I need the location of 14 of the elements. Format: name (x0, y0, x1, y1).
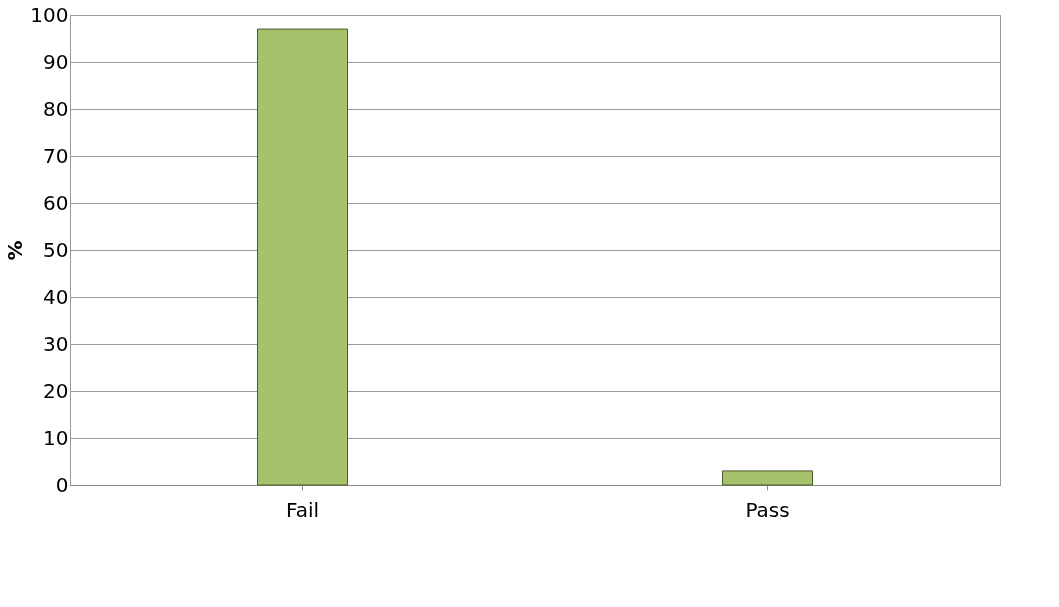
y-tick-label: 90 (43, 49, 69, 74)
y-tick-label: 80 (43, 96, 69, 121)
y-tick-label: 100 (30, 2, 69, 27)
y-tick-label: 0 (55, 472, 69, 497)
y-tick-label: 70 (43, 143, 69, 168)
y-tick-label: 50 (43, 237, 69, 262)
y-axis-title: % (3, 240, 28, 261)
y-tick-label: 10 (43, 425, 69, 450)
y-tick-label: 20 (43, 378, 69, 403)
y-tick-label: 40 (43, 284, 69, 309)
y-tick-label: 60 (43, 190, 69, 215)
x-tick-label: Fail (285, 497, 320, 522)
y-tick-label: 30 (43, 331, 69, 356)
x-tick-label: Pass (745, 497, 790, 522)
